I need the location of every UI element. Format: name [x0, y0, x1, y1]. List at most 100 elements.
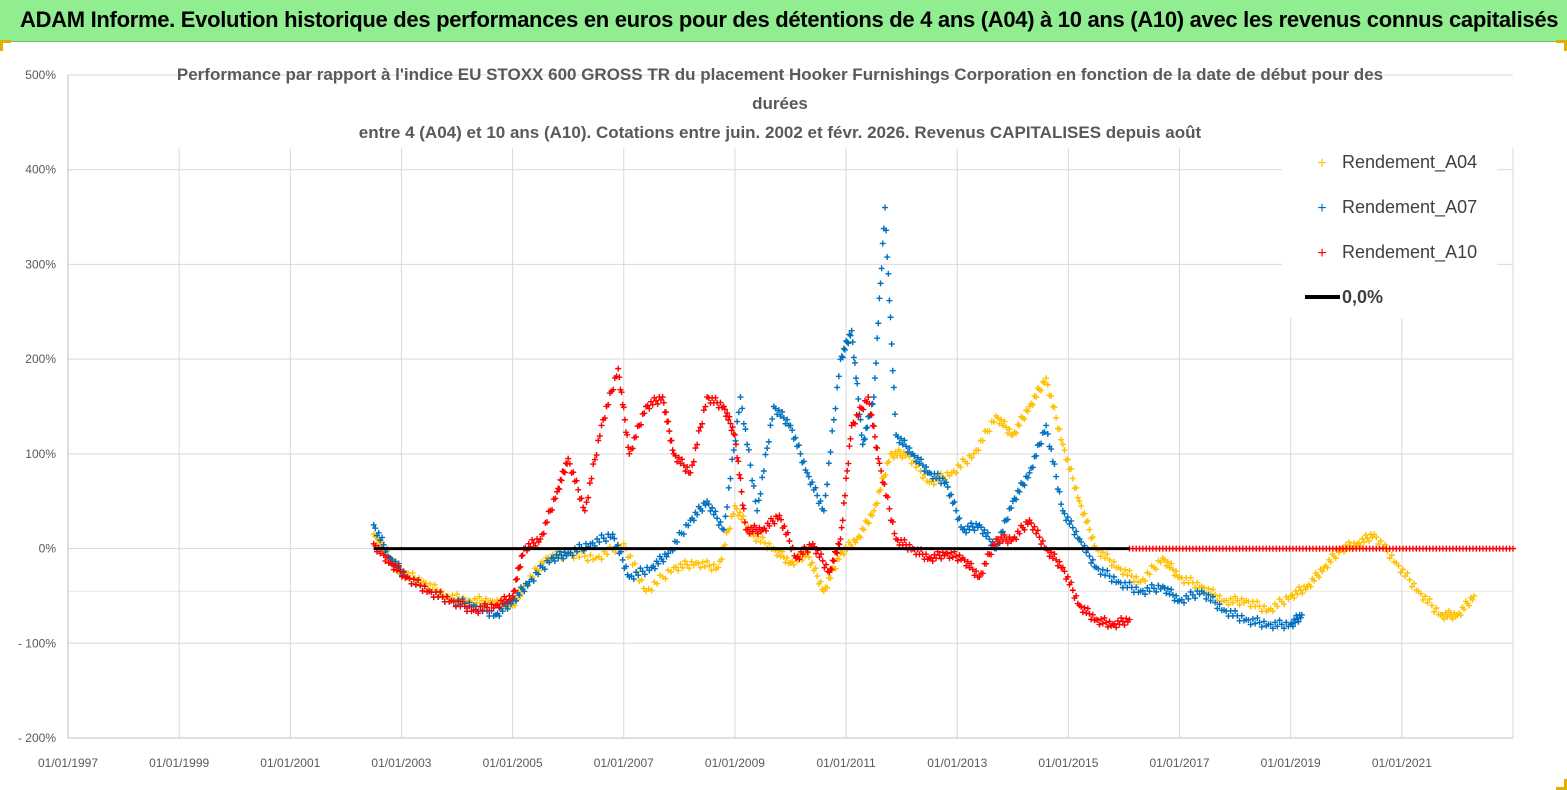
a07-point [737, 394, 744, 401]
a07-point [1256, 619, 1263, 626]
a04-point [1110, 558, 1117, 565]
a10-point [1099, 620, 1106, 627]
a07-point [901, 437, 908, 444]
a04-point [1234, 597, 1241, 604]
a04-point [1061, 447, 1068, 454]
a10-point [821, 564, 828, 571]
a07-point [898, 435, 905, 442]
a10-point [497, 597, 504, 604]
a10-point [1001, 532, 1008, 539]
a10-point [728, 427, 735, 434]
a07-point [734, 418, 741, 425]
a07-point [906, 445, 913, 452]
a07-point [817, 498, 824, 505]
banner-title: ADAM Informe. Evolution historique des p… [20, 7, 1559, 32]
a10-point [739, 502, 746, 509]
a07-point [1291, 616, 1298, 623]
a10-point [525, 540, 532, 547]
a07-point [1281, 625, 1288, 632]
a04-point [1069, 475, 1076, 482]
a04-point [1433, 605, 1440, 612]
a07-point [857, 416, 864, 423]
a07-point [739, 405, 746, 412]
a07-point [1189, 591, 1196, 598]
a10-point [690, 458, 697, 465]
a10-point [475, 610, 482, 617]
a10-point [823, 561, 830, 568]
a10-point [578, 495, 585, 502]
a07-point [1104, 567, 1111, 574]
legend-entry-a07[interactable]: + Rendement_A07 [1317, 197, 1477, 218]
legend-entry-a10[interactable]: + Rendement_A10 [1317, 242, 1477, 263]
a10-point [486, 607, 493, 614]
a04-point [1422, 593, 1429, 600]
a07-point [569, 552, 576, 559]
a10-point [659, 394, 666, 401]
a10-point [936, 552, 943, 559]
a10-point [675, 454, 682, 461]
a04-point [885, 458, 892, 465]
a07-point [881, 204, 888, 211]
a04-point [1223, 597, 1230, 604]
a10-point [721, 406, 728, 413]
a07-point [1169, 591, 1176, 598]
a04-point [1004, 430, 1011, 437]
a07-point [744, 441, 751, 448]
a07-point [589, 539, 596, 546]
a04-point [869, 512, 876, 519]
a04-point [1361, 539, 1368, 546]
a10-point [845, 460, 852, 467]
a07-point [611, 535, 618, 542]
a10-point [380, 552, 387, 559]
a04-point [427, 580, 434, 587]
a10-point [477, 603, 484, 610]
a07-point [978, 524, 985, 531]
a10-point [517, 563, 524, 570]
a10-point [684, 464, 691, 471]
a07-point [777, 413, 784, 420]
a07-point [884, 254, 891, 261]
a10-point [1104, 623, 1111, 630]
a07-point [879, 240, 886, 247]
a07-point [918, 456, 925, 463]
a07-point [512, 597, 519, 604]
a07-point [1274, 623, 1281, 630]
a07-point [851, 359, 858, 366]
a07-point [755, 497, 762, 504]
a07-point [1095, 565, 1102, 572]
a10-point [499, 600, 506, 607]
report-banner: ADAM Informe. Evolution historique des p… [0, 0, 1567, 42]
a10-point [581, 507, 588, 514]
a04-point [1439, 611, 1446, 618]
a07-point [1173, 592, 1180, 599]
a07-point [1064, 514, 1071, 521]
a07-point [1133, 584, 1140, 591]
a04-point [1366, 538, 1373, 545]
a07-point [904, 449, 911, 456]
a04-point [1377, 537, 1384, 544]
legend-label-zero: 0,0% [1342, 287, 1383, 307]
a07-point [1261, 618, 1268, 625]
a10-point [1113, 624, 1120, 631]
a07-point [944, 484, 951, 491]
a07-point [827, 449, 834, 456]
a10-point [400, 569, 407, 576]
legend-entry-zero[interactable]: 0,0% [1305, 287, 1383, 307]
a10-point [511, 587, 518, 594]
a04-point [840, 551, 847, 558]
a10-point [771, 520, 778, 527]
a07-point [745, 446, 752, 453]
a07-point [789, 427, 796, 434]
a10-point [1056, 558, 1063, 565]
a10-point [512, 576, 519, 583]
a10-point [866, 400, 873, 407]
a07-point [850, 354, 857, 361]
a10-point [906, 541, 913, 548]
a04-point [975, 447, 982, 454]
a07-point [1073, 528, 1080, 535]
legend-entry-a04[interactable]: + Rendement_A04 [1317, 152, 1477, 173]
a07-point [812, 484, 819, 491]
a07-point [1192, 595, 1199, 602]
chart-legend: + Rendement_A04 + Rendement_A07 + Rendem… [1282, 143, 1497, 318]
a07-point [846, 331, 853, 338]
